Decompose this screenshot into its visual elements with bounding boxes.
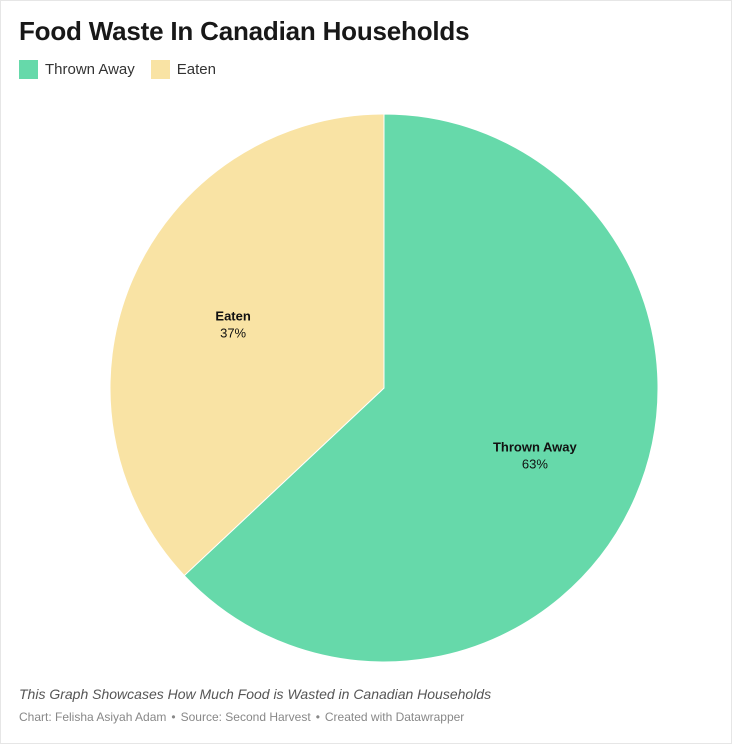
footer-credit: Chart: Felisha Asiyah Adam: [19, 710, 167, 724]
pie-slice-eaten: [109, 113, 385, 577]
slice-label-value-eaten: 37%: [220, 326, 246, 341]
legend-item-eaten: Eaten: [150, 60, 216, 79]
legend-label-eaten: Eaten: [176, 61, 216, 78]
footer-separator-2: •: [315, 710, 320, 724]
footer-separator-1: •: [171, 710, 176, 724]
pie-chart: Thrown Away 63% Eaten 37%: [109, 113, 659, 663]
footer-created-with: Created with Datawrapper: [324, 710, 465, 724]
pie-slice-thrown-away: [183, 113, 659, 663]
legend-item-thrown-away: Thrown Away: [19, 60, 135, 79]
chart-description: This Graph Showcases How Much Food is Wa…: [19, 686, 492, 702]
chart-title: Food Waste In Canadian Households: [19, 16, 470, 46]
slice-label-name-thrown-away: Thrown Away: [493, 439, 578, 454]
slice-label-name-eaten: Eaten: [215, 309, 250, 324]
chart-footer: Chart: Felisha Asiyah Adam • Source: Secon…: [19, 710, 464, 724]
legend-label-thrown-away: Thrown Away: [45, 61, 135, 78]
slice-label-value-thrown-away: 63%: [522, 456, 548, 471]
legend-swatch-eaten: [150, 60, 170, 79]
footer-source: Source: Second Harvest: [180, 710, 311, 724]
legend: Thrown Away Eaten: [19, 60, 232, 79]
legend-swatch-thrown-away: [19, 60, 38, 79]
